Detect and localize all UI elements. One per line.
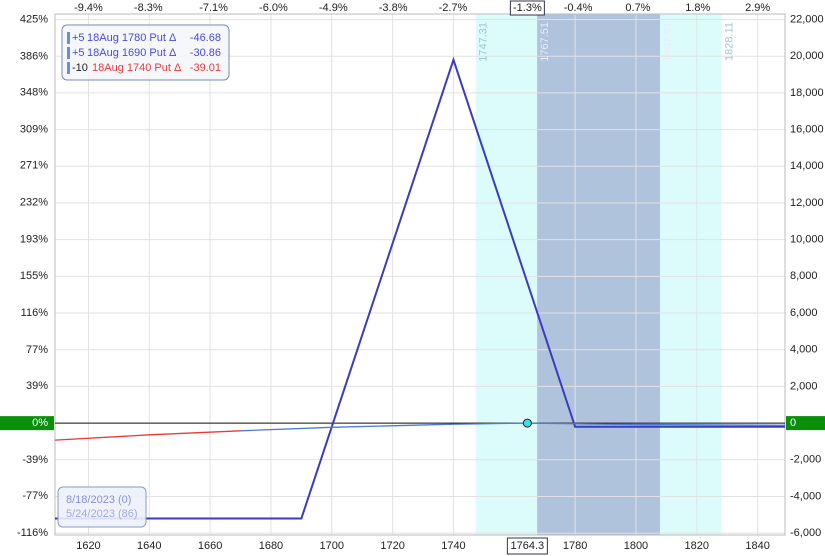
zero-tag bbox=[786, 416, 825, 431]
y-tick-label: -2,000 bbox=[790, 454, 821, 466]
x2-tick-label: -4.9% bbox=[319, 2, 348, 14]
payoff-line bbox=[54, 430, 241, 441]
y-tick-label: 2,000 bbox=[790, 380, 818, 392]
current-pct-label: -1.3% bbox=[513, 2, 542, 14]
x2-tick-label: -2.7% bbox=[439, 2, 468, 14]
x-tick-label: 1660 bbox=[198, 540, 222, 552]
x-tick-label: 1640 bbox=[137, 540, 161, 552]
y2-tick-label: 155% bbox=[20, 270, 48, 282]
y2-tick-label: 77% bbox=[26, 344, 48, 356]
y2-tick-label: 309% bbox=[20, 124, 48, 136]
x-tick-label: 1840 bbox=[745, 540, 769, 552]
y2-tick-label: 386% bbox=[20, 50, 48, 62]
y2-tick-label: 39% bbox=[26, 380, 48, 392]
x-tick-label: 1800 bbox=[624, 540, 648, 552]
y2-tick-label: 116% bbox=[21, 307, 49, 319]
y-tick-label: 6,000 bbox=[790, 307, 818, 319]
x2-tick-label: 0.7% bbox=[625, 2, 650, 14]
x-tick-label: 1620 bbox=[76, 540, 100, 552]
y-tick-label: 8,000 bbox=[790, 270, 818, 282]
x2-tick-label: -3.8% bbox=[379, 2, 408, 14]
y2-tick-label: 0% bbox=[32, 417, 48, 429]
dates-box bbox=[57, 486, 147, 528]
legend-bar bbox=[67, 32, 70, 44]
y-tick-label: 12,000 bbox=[790, 197, 824, 209]
y-tick-label: 18,000 bbox=[790, 87, 824, 99]
x2-tick-label: -0.4% bbox=[564, 2, 593, 14]
legend-text: 18Aug 1690 Put Δ bbox=[87, 47, 177, 59]
y2-tick-label: 193% bbox=[20, 234, 48, 246]
x2-tick-label: 1.8% bbox=[685, 2, 710, 14]
current-box bbox=[506, 537, 548, 555]
x2-tick-label: -8.3% bbox=[134, 2, 163, 14]
band-edge-label: 1747.31 bbox=[478, 22, 490, 62]
y-tick-label: 0 bbox=[790, 417, 796, 429]
date-label: 5/24/2023 (86) bbox=[66, 508, 138, 520]
y-tick-label: -6,000 bbox=[790, 527, 821, 539]
y2-tick-label: 271% bbox=[20, 160, 48, 172]
y-tick-label: 14,000 bbox=[790, 160, 824, 172]
y2-tick-label: 425% bbox=[20, 13, 48, 25]
zero-tag bbox=[0, 416, 54, 431]
y-tick-label: -4,000 bbox=[790, 490, 821, 502]
legend-delta: -30.86 bbox=[190, 47, 221, 59]
legend-bar bbox=[67, 47, 70, 59]
x2-tick-label: 2.9% bbox=[745, 2, 770, 14]
legend-bar bbox=[67, 62, 70, 74]
current-price-dot bbox=[522, 418, 532, 428]
y-tick-label: 4,000 bbox=[790, 344, 818, 356]
x-tick-label: 1720 bbox=[380, 540, 404, 552]
legend-box bbox=[61, 24, 230, 81]
y2-tick-label: -77% bbox=[22, 490, 48, 502]
y2-tick-label: 232% bbox=[20, 197, 48, 209]
x-tick-label: 1740 bbox=[441, 540, 465, 552]
legend-qty: +5 bbox=[72, 32, 85, 44]
y2-tick-label: -116% bbox=[17, 527, 48, 539]
legend-text: 18Aug 1780 Put Δ bbox=[87, 32, 177, 44]
x2-tick-label: -9.4% bbox=[74, 2, 103, 14]
payoff-line bbox=[240, 422, 786, 432]
y2-tick-label: -39% bbox=[22, 454, 48, 466]
payoff-line bbox=[55, 56, 785, 520]
plot-frame bbox=[54, 13, 786, 536]
x-tick-label: 1820 bbox=[685, 540, 709, 552]
x2-tick-label: -6.0% bbox=[259, 2, 288, 14]
legend-delta: -39.01 bbox=[190, 62, 221, 74]
legend-qty: +5 bbox=[72, 47, 85, 59]
y-tick-label: 20,000 bbox=[790, 50, 824, 62]
band-edge-label: 1828.11 bbox=[723, 22, 735, 61]
legend-delta: -46.68 bbox=[190, 32, 221, 44]
x-tick-label: 1700 bbox=[320, 540, 344, 552]
x-tick-label: 1780 bbox=[563, 540, 587, 552]
y2-tick-label: 348% bbox=[20, 87, 48, 99]
band-edge-label: 1807.91 bbox=[662, 22, 674, 62]
price-band bbox=[537, 14, 661, 535]
y-tick-label: 22,000 bbox=[790, 13, 824, 25]
current-box bbox=[509, 0, 545, 16]
y-tick-label: 16,000 bbox=[790, 123, 824, 135]
date-label: 8/18/2023 (0) bbox=[66, 494, 131, 506]
current-price-label: 1764.3 bbox=[511, 540, 545, 552]
legend-text: 18Aug 1740 Put Δ bbox=[92, 62, 182, 74]
y-tick-label: 10,000 bbox=[790, 234, 824, 246]
band-edge-label: 1767.51 bbox=[539, 22, 551, 62]
x2-tick-label: -7.1% bbox=[199, 2, 228, 14]
legend-qty: -10 bbox=[72, 62, 88, 74]
x-tick-label: 1680 bbox=[259, 540, 283, 552]
